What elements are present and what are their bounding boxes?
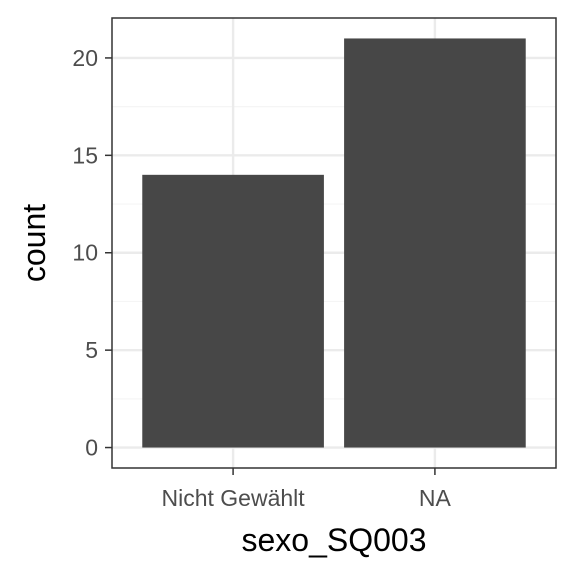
y-axis: 0 5 10 15 20 bbox=[72, 45, 112, 461]
x-axis: Nicht Gewählt NA bbox=[162, 468, 452, 511]
x-axis-title: sexo_SQ003 bbox=[241, 522, 426, 558]
y-tick-label: 15 bbox=[72, 142, 98, 168]
x-tick-label: Nicht Gewählt bbox=[162, 485, 306, 511]
y-axis-title: count bbox=[16, 204, 52, 282]
bar-0 bbox=[142, 174, 324, 448]
y-tick-label: 20 bbox=[72, 45, 98, 71]
x-tick-label: NA bbox=[419, 485, 452, 511]
y-tick-label: 10 bbox=[72, 240, 98, 266]
bar-1 bbox=[344, 38, 526, 448]
bars bbox=[142, 38, 526, 448]
y-tick-label: 0 bbox=[85, 435, 98, 461]
y-tick-label: 5 bbox=[85, 337, 98, 363]
panel-border bbox=[111, 17, 557, 469]
